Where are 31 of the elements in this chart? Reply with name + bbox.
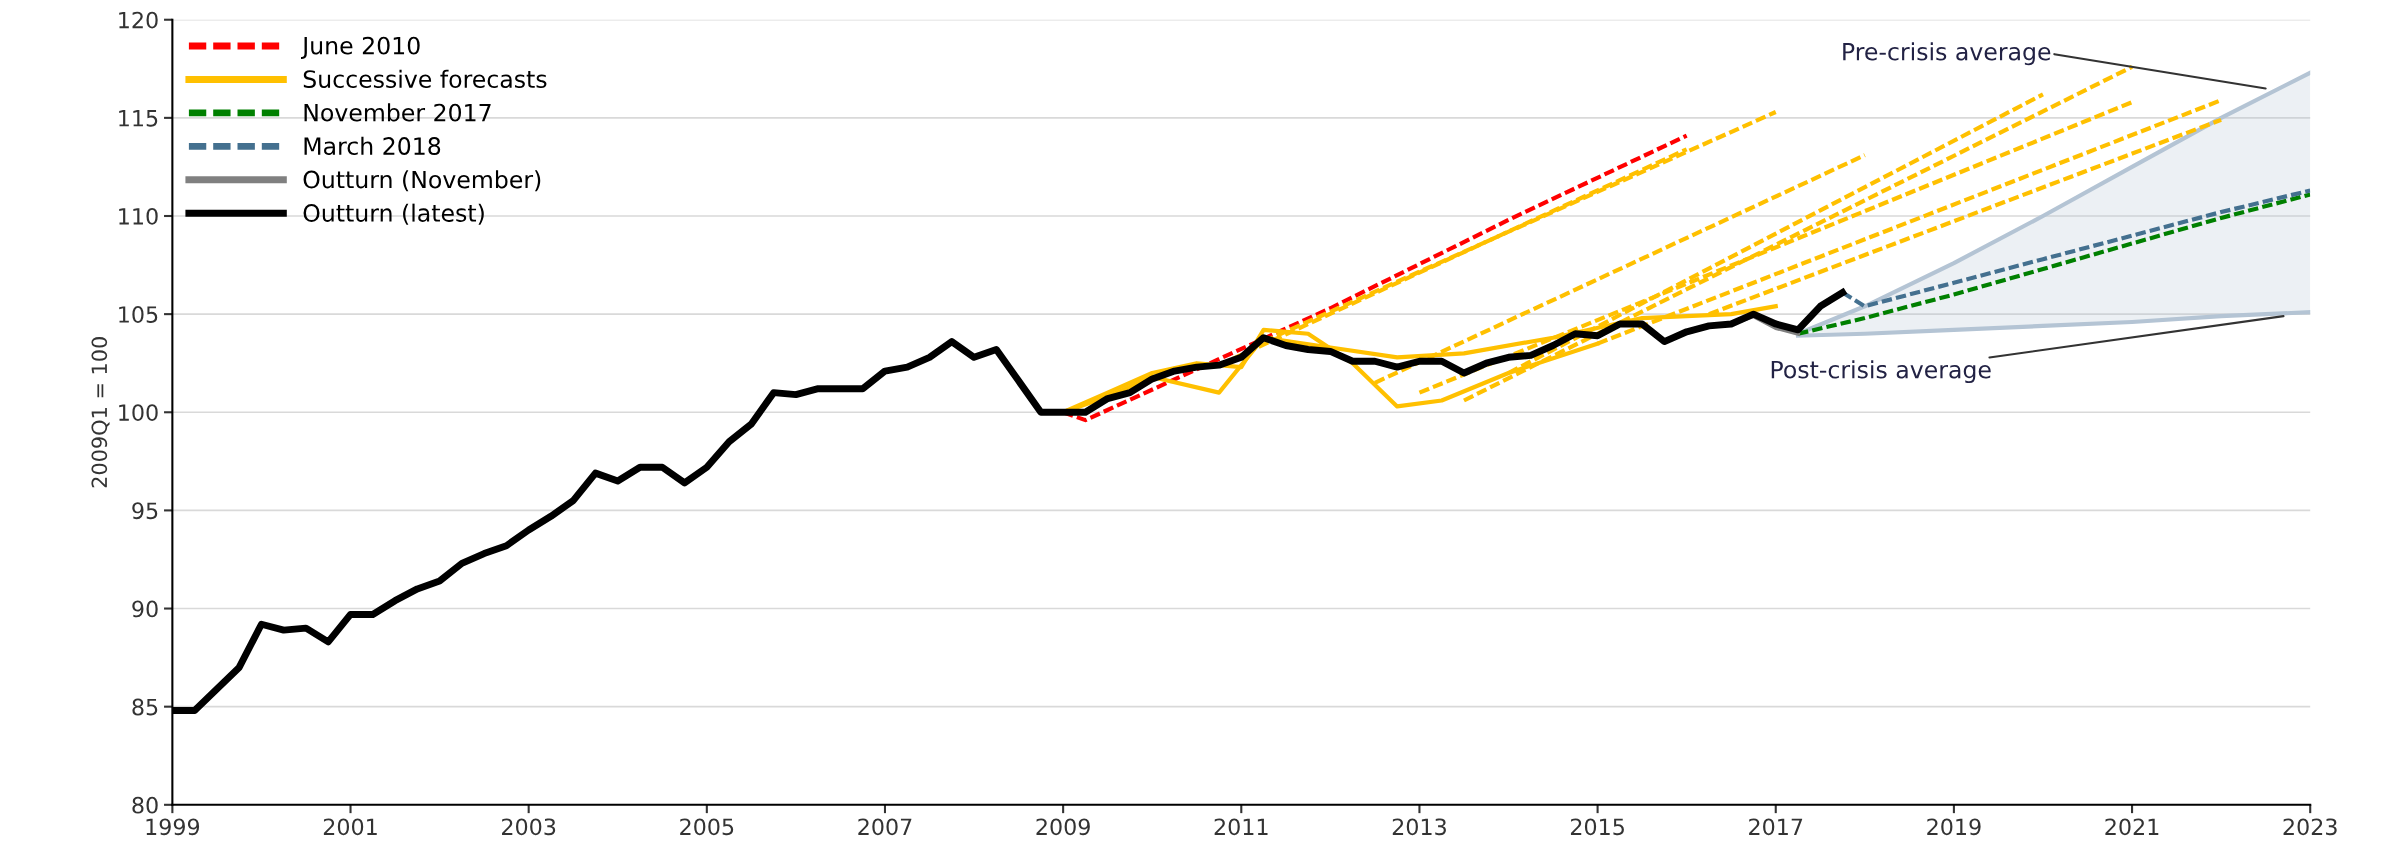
x-tick-label: 2009 [1036, 818, 1090, 836]
x-tick-label: 2013 [1392, 818, 1446, 836]
x-tick-label: 2003 [502, 818, 556, 836]
x-tick-label: 2005 [680, 818, 734, 836]
x-tick-label: 2015 [1570, 818, 1624, 836]
x-tick-label: 2007 [858, 818, 912, 836]
y-tick-label: 90 [132, 600, 158, 618]
y-tick-label: 95 [132, 502, 158, 520]
y-tick-label: 115 [119, 110, 158, 127]
x-tick-label: 2017 [1749, 818, 1803, 836]
legend-label: March 2018 [304, 136, 441, 155]
legend-label: November 2017 [304, 103, 491, 122]
x-tick-label: 2001 [323, 818, 377, 836]
y-tick-label: 80 [132, 796, 158, 814]
legend-label: Successive forecasts [303, 69, 547, 89]
y-tick-label: 110 [119, 207, 158, 225]
y-tick-label: 85 [132, 698, 158, 716]
y-tick-label: 105 [119, 306, 158, 323]
legend-label: Outturn (latest) [303, 203, 484, 225]
x-tick-label: 2023 [2283, 818, 2337, 836]
legend-label: June 2010 [301, 36, 420, 59]
y-axis-title: 2009Q1 = 100 [91, 337, 110, 488]
annotation: Post-crisis average [1771, 360, 1991, 384]
y-tick-label: 120 [119, 11, 158, 29]
x-tick-label: 2021 [2105, 818, 2159, 836]
x-tick-label: 1999 [146, 818, 200, 836]
annotation: Pre-crisis average [1843, 42, 2051, 66]
x-tick-label: 2011 [1214, 818, 1268, 836]
y-tick-label: 100 [119, 404, 158, 422]
x-tick-label: 2019 [1927, 818, 1981, 836]
legend-label: Outturn (November) [303, 170, 541, 192]
